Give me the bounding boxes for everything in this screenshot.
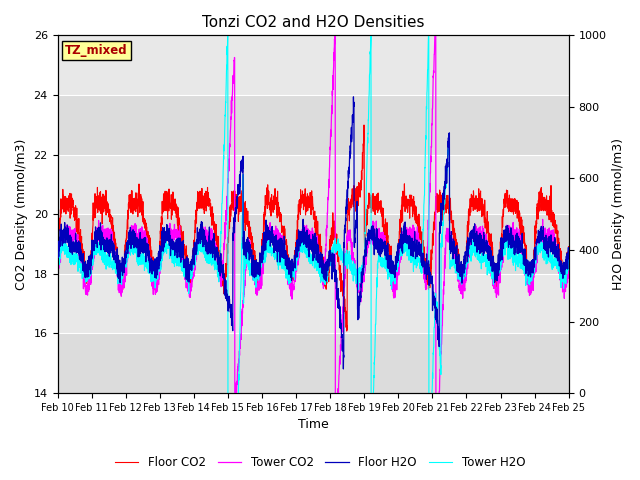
Tower H2O (500, 242, 508, 248)
Bar (58, 334, 569, 393)
Y-axis label: H2O Density (mmol/m3): H2O Density (mmol/m3) (612, 138, 625, 290)
Floor H2O (340, 366, 348, 372)
Tower CO2 (112, 266, 120, 272)
Legend: Floor CO2, Tower CO2, Floor H2O, Tower H2O: Floor CO2, Tower CO2, Floor H2O, Tower H… (110, 452, 530, 474)
Tower CO2 (565, 273, 573, 278)
Floor H2O (142, 247, 150, 252)
Tower H2O (565, 263, 573, 269)
Floor CO2 (54, 240, 61, 246)
Floor CO2 (565, 244, 573, 250)
X-axis label: Time: Time (298, 419, 328, 432)
Tower H2O (425, 23, 433, 29)
Tower H2O (54, 256, 61, 262)
Floor H2O (112, 257, 120, 263)
Tower CO2 (272, 223, 280, 229)
Floor CO2 (112, 241, 120, 247)
Line: Tower CO2: Tower CO2 (58, 13, 569, 479)
Tower H2O (555, 264, 563, 270)
Line: Tower H2O: Tower H2O (58, 26, 569, 480)
Line: Floor H2O: Floor H2O (58, 97, 569, 369)
Tower CO2 (555, 263, 563, 268)
Floor CO2 (500, 196, 508, 202)
Bar (58, 214, 569, 274)
Floor CO2 (250, 258, 257, 264)
Floor H2O (500, 227, 508, 233)
Floor H2O (565, 247, 573, 253)
Floor H2O (272, 247, 280, 252)
Floor CO2 (555, 240, 563, 245)
Floor CO2 (142, 235, 150, 241)
Bar (58, 155, 569, 214)
Text: TZ_mixed: TZ_mixed (65, 44, 128, 57)
Floor H2O (250, 257, 257, 263)
Tower H2O (112, 261, 120, 267)
Bar (58, 95, 569, 155)
Bar (58, 36, 569, 95)
Floor CO2 (360, 122, 368, 128)
Tower CO2 (142, 238, 150, 243)
Floor H2O (555, 257, 563, 263)
Floor H2O (349, 94, 357, 100)
Line: Floor CO2: Floor CO2 (58, 125, 569, 331)
Tower CO2 (500, 244, 508, 250)
Y-axis label: CO2 Density (mmol/m3): CO2 Density (mmol/m3) (15, 139, 28, 290)
Tower CO2 (54, 276, 61, 282)
Tower CO2 (432, 11, 440, 16)
Floor CO2 (343, 328, 351, 334)
Tower H2O (142, 255, 150, 261)
Tower CO2 (250, 271, 257, 277)
Floor H2O (54, 257, 61, 263)
Bar (58, 274, 569, 334)
Title: Tonzi CO2 and H2O Densities: Tonzi CO2 and H2O Densities (202, 15, 424, 30)
Tower H2O (272, 255, 280, 261)
Floor CO2 (272, 199, 280, 204)
Tower CO2 (432, 476, 440, 480)
Tower H2O (250, 275, 257, 280)
